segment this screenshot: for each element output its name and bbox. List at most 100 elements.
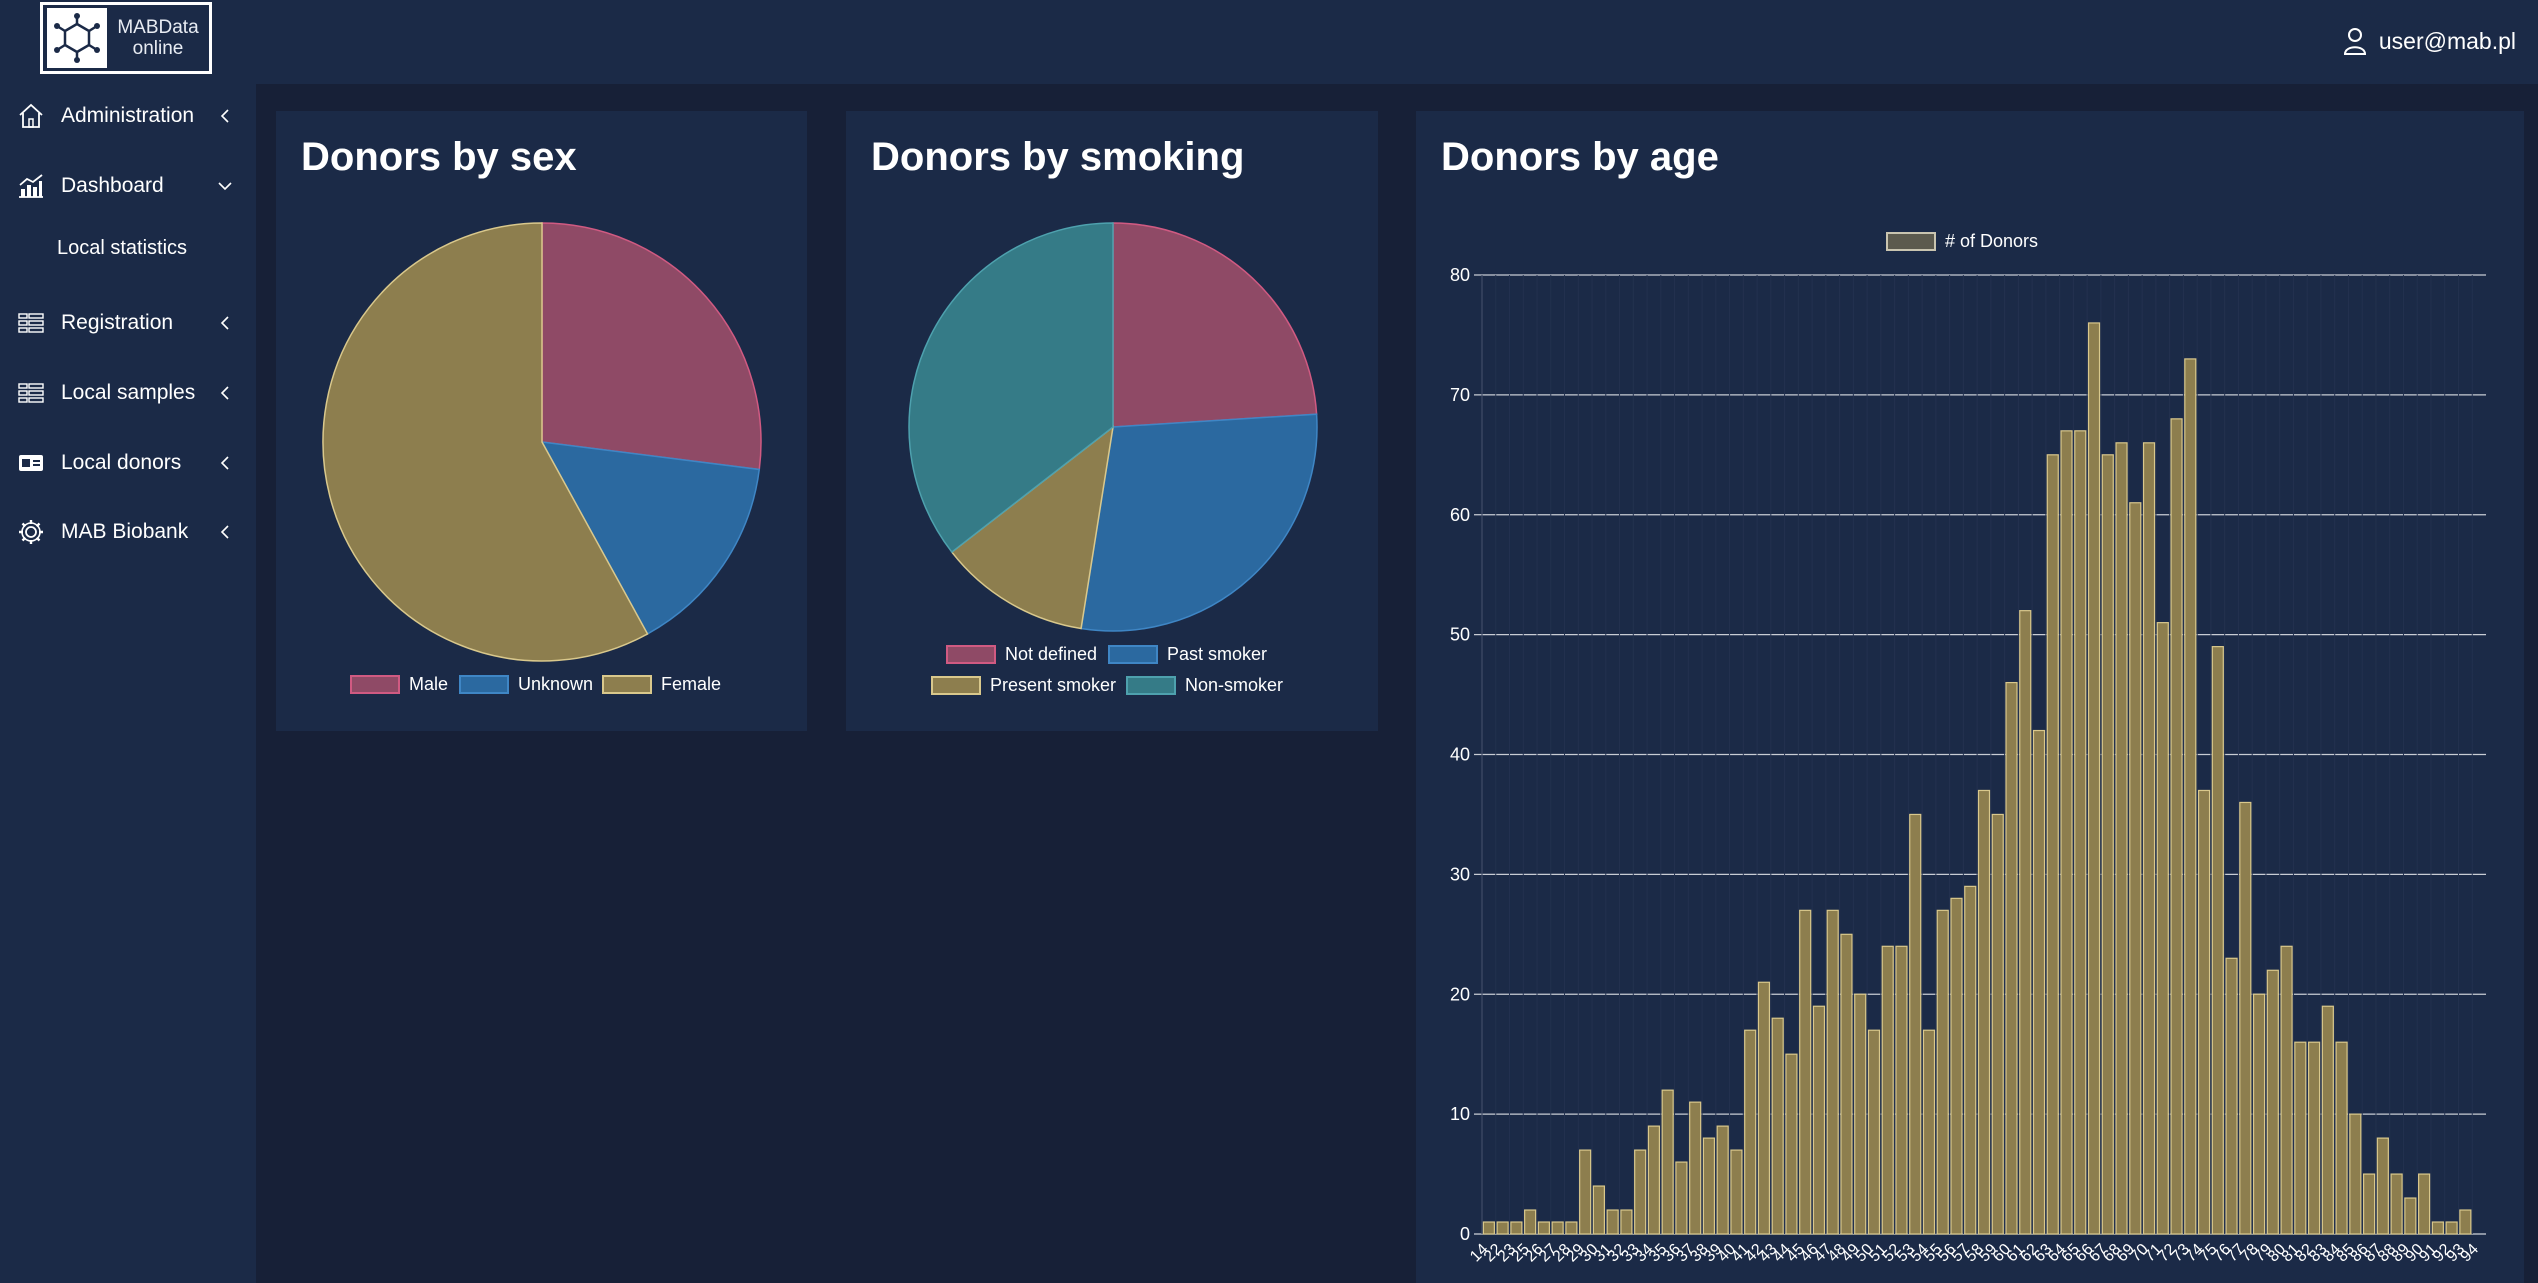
app-logo[interactable]: MABData online: [40, 2, 212, 74]
sidebar-item-registration[interactable]: Registration: [0, 298, 256, 348]
bar-age-88[interactable]: [2390, 1173, 2403, 1235]
bar-age-14[interactable]: [1482, 1221, 1495, 1235]
home-icon: [19, 103, 43, 128]
bar-age-51[interactable]: [1881, 945, 1894, 1235]
legend-item-past-smoker[interactable]: Past smoker: [1108, 644, 1267, 665]
bar-age-80[interactable]: [2280, 945, 2293, 1235]
sidebar-item-mab-biobank[interactable]: MAB Biobank: [0, 507, 256, 557]
bar-age-25[interactable]: [1524, 1209, 1537, 1235]
legend-item-female[interactable]: Female: [602, 674, 721, 695]
y-tick-label: 40: [1450, 745, 1470, 765]
pie-slice-unknown[interactable]: [540, 441, 761, 635]
bar-age-32[interactable]: [1620, 1209, 1633, 1235]
bar-age-87[interactable]: [2376, 1137, 2389, 1235]
bar-age-77[interactable]: [2239, 801, 2252, 1235]
sidebar-item-dashboard[interactable]: Dashboard: [0, 161, 256, 211]
legend-item-unknown[interactable]: Unknown: [459, 674, 593, 695]
sidebar-item-local-samples[interactable]: Local samples: [0, 368, 256, 418]
legend-item-non-smoker[interactable]: Non-smoker: [1126, 675, 1283, 696]
user-menu[interactable]: user@mab.pl: [2343, 24, 2516, 58]
bar-age-83[interactable]: [2321, 1005, 2334, 1235]
bar-age-63[interactable]: [2046, 454, 2059, 1235]
bar-age-89[interactable]: [2404, 1197, 2417, 1235]
bar-age-43[interactable]: [1771, 1017, 1784, 1235]
bar-age-59[interactable]: [1991, 813, 2004, 1235]
bar-age-73[interactable]: [2184, 358, 2197, 1235]
bar-age-64[interactable]: [2060, 430, 2073, 1235]
pie-slice-male[interactable]: [541, 222, 762, 471]
legend-item-present-smoker[interactable]: Present smoker: [931, 675, 1116, 696]
legend-item-donors[interactable]: # of Donors: [1886, 231, 2038, 252]
bar-age-26[interactable]: [1537, 1221, 1550, 1235]
pie-slice-female[interactable]: [322, 222, 649, 662]
pie-slice-not-defined[interactable]: [1112, 222, 1318, 428]
bar-age-67[interactable]: [2101, 454, 2114, 1235]
bar-age-28[interactable]: [1565, 1221, 1578, 1235]
bar-age-55[interactable]: [1936, 909, 1949, 1235]
sidebar-item-administration[interactable]: Administration: [0, 91, 256, 141]
bar-age-74[interactable]: [2197, 789, 2211, 1235]
bar-age-44[interactable]: [1785, 1053, 1798, 1235]
bar-age-78[interactable]: [2252, 993, 2266, 1235]
bar-age-70[interactable]: [2142, 442, 2156, 1235]
bar-age-81[interactable]: [2294, 1041, 2307, 1235]
sidebar-item-local-donors[interactable]: Local donors: [0, 438, 256, 488]
bar-age-52[interactable]: [1895, 945, 1908, 1235]
bar-age-38[interactable]: [1702, 1137, 1716, 1235]
bar-age-76[interactable]: [2225, 957, 2238, 1235]
bar-age-79[interactable]: [2266, 969, 2279, 1235]
bar-age-41[interactable]: [1744, 1029, 1757, 1235]
bar-age-62[interactable]: [2032, 729, 2046, 1235]
bar-age-84[interactable]: [2335, 1041, 2348, 1235]
sidebar-item-label: Dashboard: [61, 174, 164, 197]
bar-age-82[interactable]: [2307, 1041, 2321, 1235]
bar-age-86[interactable]: [2362, 1173, 2376, 1235]
bar-age-30[interactable]: [1592, 1185, 1606, 1235]
card-donors-by-age: Donors by age # of Donors 0 10 20 30 40 50 60 7…: [1416, 111, 2524, 1283]
bar-age-93[interactable]: [2459, 1209, 2472, 1235]
pie-slice-present-smoker[interactable]: [950, 425, 1115, 630]
bar-age-91[interactable]: [2431, 1221, 2444, 1235]
legend-item-male[interactable]: Male: [350, 674, 448, 695]
bar-age-65[interactable]: [2074, 430, 2087, 1235]
legend-item-not-defined[interactable]: Not defined: [946, 644, 1097, 665]
bar-age-71[interactable]: [2156, 622, 2169, 1235]
bar-age-58[interactable]: [1977, 789, 1991, 1235]
bar-age-48[interactable]: [1840, 933, 1853, 1235]
bar-age-40[interactable]: [1730, 1149, 1743, 1235]
bar-age-39[interactable]: [1716, 1125, 1729, 1235]
bar-age-50[interactable]: [1867, 1029, 1881, 1235]
bar-age-22[interactable]: [1496, 1221, 1509, 1235]
bar-age-36[interactable]: [1675, 1161, 1688, 1235]
bar-age-37[interactable]: [1689, 1101, 1702, 1235]
bar-age-92[interactable]: [2445, 1221, 2458, 1235]
bar-age-33[interactable]: [1634, 1149, 1647, 1235]
bar-age-34[interactable]: [1647, 1125, 1661, 1235]
bar-age-56[interactable]: [1950, 897, 1963, 1235]
bar-age-42[interactable]: [1757, 981, 1771, 1235]
bar-age-57[interactable]: [1964, 885, 1977, 1235]
bar-age-75[interactable]: [2211, 646, 2224, 1235]
bar-age-90[interactable]: [2418, 1173, 2431, 1235]
bar-age-85[interactable]: [2349, 1113, 2362, 1235]
bar-age-31[interactable]: [1606, 1209, 1619, 1235]
bar-age-49[interactable]: [1854, 993, 1867, 1235]
bar-age-61[interactable]: [2019, 610, 2032, 1235]
bar-age-23[interactable]: [1510, 1221, 1523, 1235]
bar-age-29[interactable]: [1579, 1149, 1592, 1235]
bar-age-72[interactable]: [2170, 418, 2183, 1235]
bar-age-45[interactable]: [1799, 909, 1812, 1235]
bar-age-46[interactable]: [1812, 1005, 1826, 1235]
pie-slice-past-smoker[interactable]: [1080, 413, 1318, 632]
bar-age-47[interactable]: [1826, 909, 1839, 1235]
bar-age-27[interactable]: [1551, 1221, 1564, 1235]
bar-age-60[interactable]: [2005, 681, 2018, 1235]
bar-age-66[interactable]: [2087, 322, 2101, 1235]
bar-age-54[interactable]: [1922, 1029, 1936, 1235]
bar-age-35[interactable]: [1661, 1089, 1674, 1235]
sidebar-subitem-local-statistics[interactable]: Local statistics: [57, 237, 188, 259]
bar-age-68[interactable]: [2115, 442, 2128, 1235]
pie-slice-non-smoker[interactable]: [908, 222, 1114, 554]
bar-age-53[interactable]: [1909, 813, 1922, 1235]
bar-age-69[interactable]: [2129, 502, 2142, 1235]
